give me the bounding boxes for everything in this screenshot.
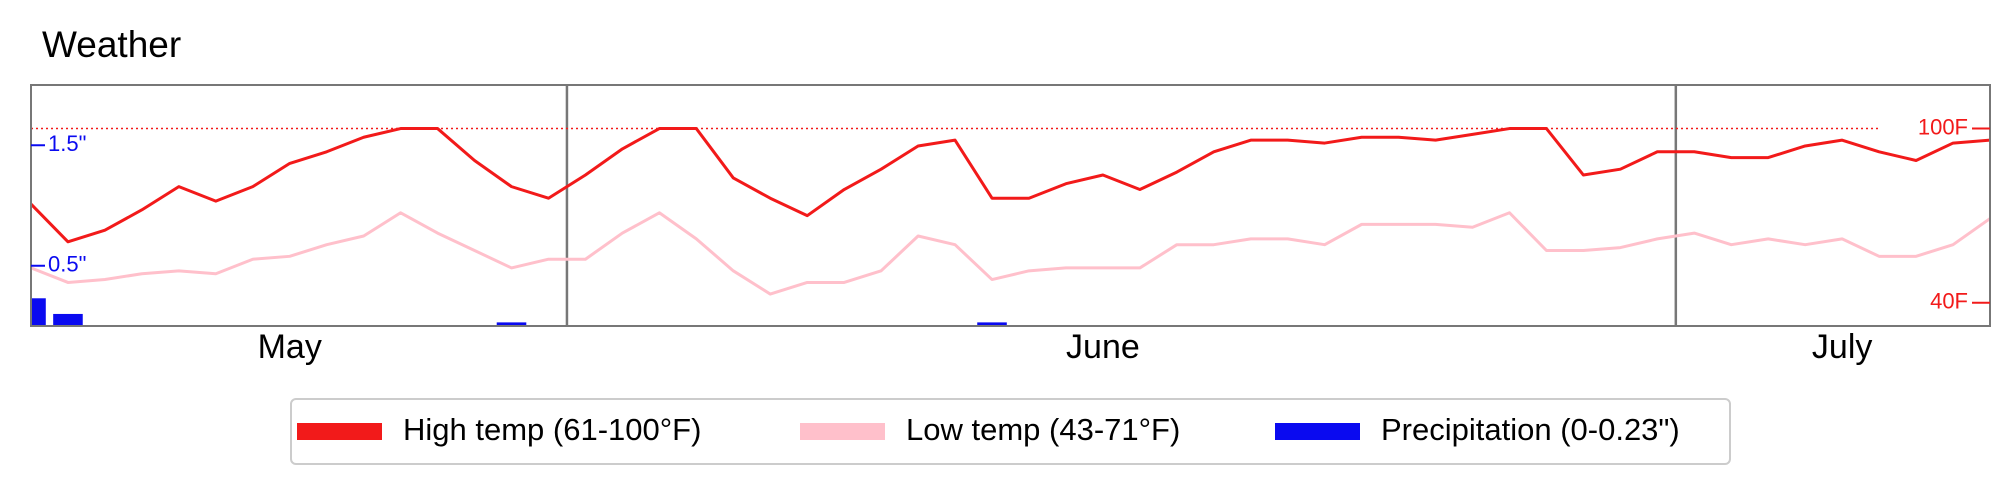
precip-bar [53,313,83,326]
y-tick-label: 40F [1930,289,1968,314]
legend-label: High temp (61-100°F) [403,412,701,447]
temp-line [31,127,1990,244]
legend-label: Low temp (43-71°F) [906,412,1180,447]
legend [290,398,1731,465]
x-tick-label: May [258,328,322,366]
precip-bar [496,322,527,326]
chart-title: Weather [42,24,181,65]
y2-tick-label: 1.5" [48,131,86,156]
y-tick-label: 100F [1918,114,1968,139]
temp-line [31,211,1990,296]
y2-tick-label: 0.5" [48,252,86,277]
legend-swatch [800,423,885,440]
legend-label: Precipitation (0-0.23") [1381,412,1680,447]
plot-area [31,85,1990,326]
precip-bar [31,298,46,326]
plot-frame [30,84,1991,327]
x-tick-label: June [1066,328,1140,366]
legend-swatch [1275,423,1360,440]
precip-bar [977,322,1007,326]
legend-swatch [297,423,382,440]
x-tick-label: July [1812,328,1872,366]
